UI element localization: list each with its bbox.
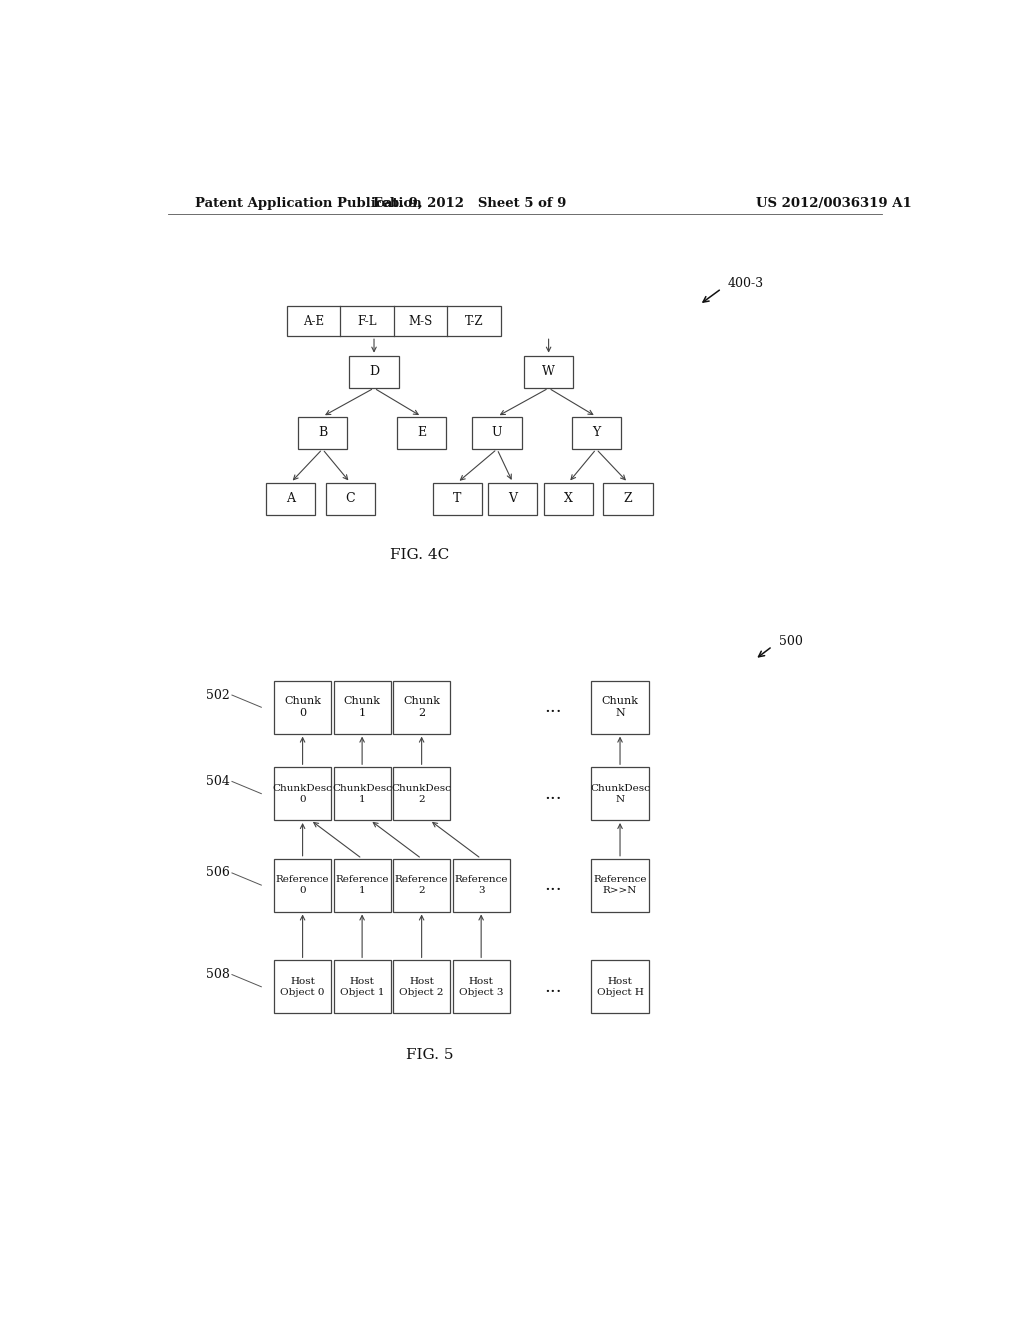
Text: 506: 506	[206, 866, 229, 879]
FancyBboxPatch shape	[393, 681, 451, 734]
Text: ...: ...	[544, 876, 561, 894]
FancyBboxPatch shape	[472, 417, 521, 449]
Text: Patent Application Publication: Patent Application Publication	[196, 197, 422, 210]
FancyBboxPatch shape	[544, 483, 593, 515]
FancyBboxPatch shape	[266, 483, 315, 515]
Text: Feb. 9, 2012   Sheet 5 of 9: Feb. 9, 2012 Sheet 5 of 9	[373, 197, 566, 210]
FancyBboxPatch shape	[524, 355, 573, 388]
Text: FIG. 5: FIG. 5	[406, 1048, 454, 1061]
Text: Host
Object H: Host Object H	[597, 977, 643, 997]
Text: ChunkDesc
0: ChunkDesc 0	[272, 784, 333, 804]
Text: FIG. 4C: FIG. 4C	[390, 548, 450, 562]
FancyBboxPatch shape	[274, 859, 331, 912]
FancyBboxPatch shape	[592, 961, 648, 1014]
FancyBboxPatch shape	[274, 681, 331, 734]
Text: Host
Object 1: Host Object 1	[340, 977, 384, 997]
FancyBboxPatch shape	[298, 417, 347, 449]
FancyBboxPatch shape	[326, 483, 375, 515]
Text: Host
Object 0: Host Object 0	[281, 977, 325, 997]
FancyBboxPatch shape	[592, 859, 648, 912]
Text: A-E: A-E	[303, 314, 324, 327]
Text: Chunk
1: Chunk 1	[344, 696, 381, 718]
Text: V: V	[508, 492, 517, 506]
Text: Host
Object 2: Host Object 2	[399, 977, 443, 997]
Text: Y: Y	[592, 426, 600, 440]
FancyBboxPatch shape	[592, 767, 648, 820]
Text: Z: Z	[624, 492, 632, 506]
FancyBboxPatch shape	[393, 961, 451, 1014]
FancyBboxPatch shape	[334, 767, 391, 820]
FancyBboxPatch shape	[274, 961, 331, 1014]
Text: C: C	[345, 492, 355, 506]
Text: 504: 504	[206, 775, 229, 788]
Text: ...: ...	[544, 698, 561, 717]
Text: Reference
R>>N: Reference R>>N	[593, 875, 647, 895]
FancyBboxPatch shape	[274, 767, 331, 820]
Text: ChunkDesc
N: ChunkDesc N	[590, 784, 650, 804]
Text: E: E	[417, 426, 426, 440]
FancyBboxPatch shape	[453, 961, 510, 1014]
Text: 502: 502	[206, 689, 229, 701]
FancyBboxPatch shape	[334, 681, 391, 734]
FancyBboxPatch shape	[334, 961, 391, 1014]
Text: W: W	[542, 366, 555, 379]
Text: B: B	[317, 426, 327, 440]
Text: Chunk
2: Chunk 2	[403, 696, 440, 718]
Text: Chunk
0: Chunk 0	[284, 696, 322, 718]
Text: ...: ...	[544, 978, 561, 995]
Text: T-Z: T-Z	[465, 314, 483, 327]
FancyBboxPatch shape	[571, 417, 621, 449]
Text: 500: 500	[778, 635, 803, 648]
FancyBboxPatch shape	[433, 483, 482, 515]
Text: X: X	[564, 492, 572, 506]
Text: ...: ...	[544, 784, 561, 803]
Text: 508: 508	[206, 968, 229, 981]
FancyBboxPatch shape	[334, 859, 391, 912]
FancyBboxPatch shape	[393, 859, 451, 912]
Text: T: T	[454, 492, 462, 506]
FancyBboxPatch shape	[349, 355, 398, 388]
FancyBboxPatch shape	[453, 859, 510, 912]
FancyBboxPatch shape	[592, 681, 648, 734]
Text: D: D	[369, 366, 379, 379]
FancyBboxPatch shape	[393, 767, 451, 820]
Text: Reference
0: Reference 0	[275, 875, 330, 895]
FancyBboxPatch shape	[603, 483, 652, 515]
Text: U: U	[492, 426, 503, 440]
Text: F-L: F-L	[357, 314, 377, 327]
Text: Chunk
N: Chunk N	[601, 696, 639, 718]
Text: US 2012/0036319 A1: US 2012/0036319 A1	[757, 197, 912, 210]
Text: ChunkDesc
2: ChunkDesc 2	[392, 784, 452, 804]
Text: Reference
2: Reference 2	[395, 875, 449, 895]
Text: 400-3: 400-3	[727, 277, 763, 290]
Text: Host
Object 3: Host Object 3	[459, 977, 504, 997]
FancyBboxPatch shape	[397, 417, 446, 449]
Text: A: A	[286, 492, 295, 506]
FancyBboxPatch shape	[488, 483, 538, 515]
Text: ChunkDesc
1: ChunkDesc 1	[332, 784, 392, 804]
Text: Reference
3: Reference 3	[455, 875, 508, 895]
FancyBboxPatch shape	[287, 306, 501, 337]
Text: Reference
1: Reference 1	[336, 875, 389, 895]
Text: M-S: M-S	[409, 314, 433, 327]
